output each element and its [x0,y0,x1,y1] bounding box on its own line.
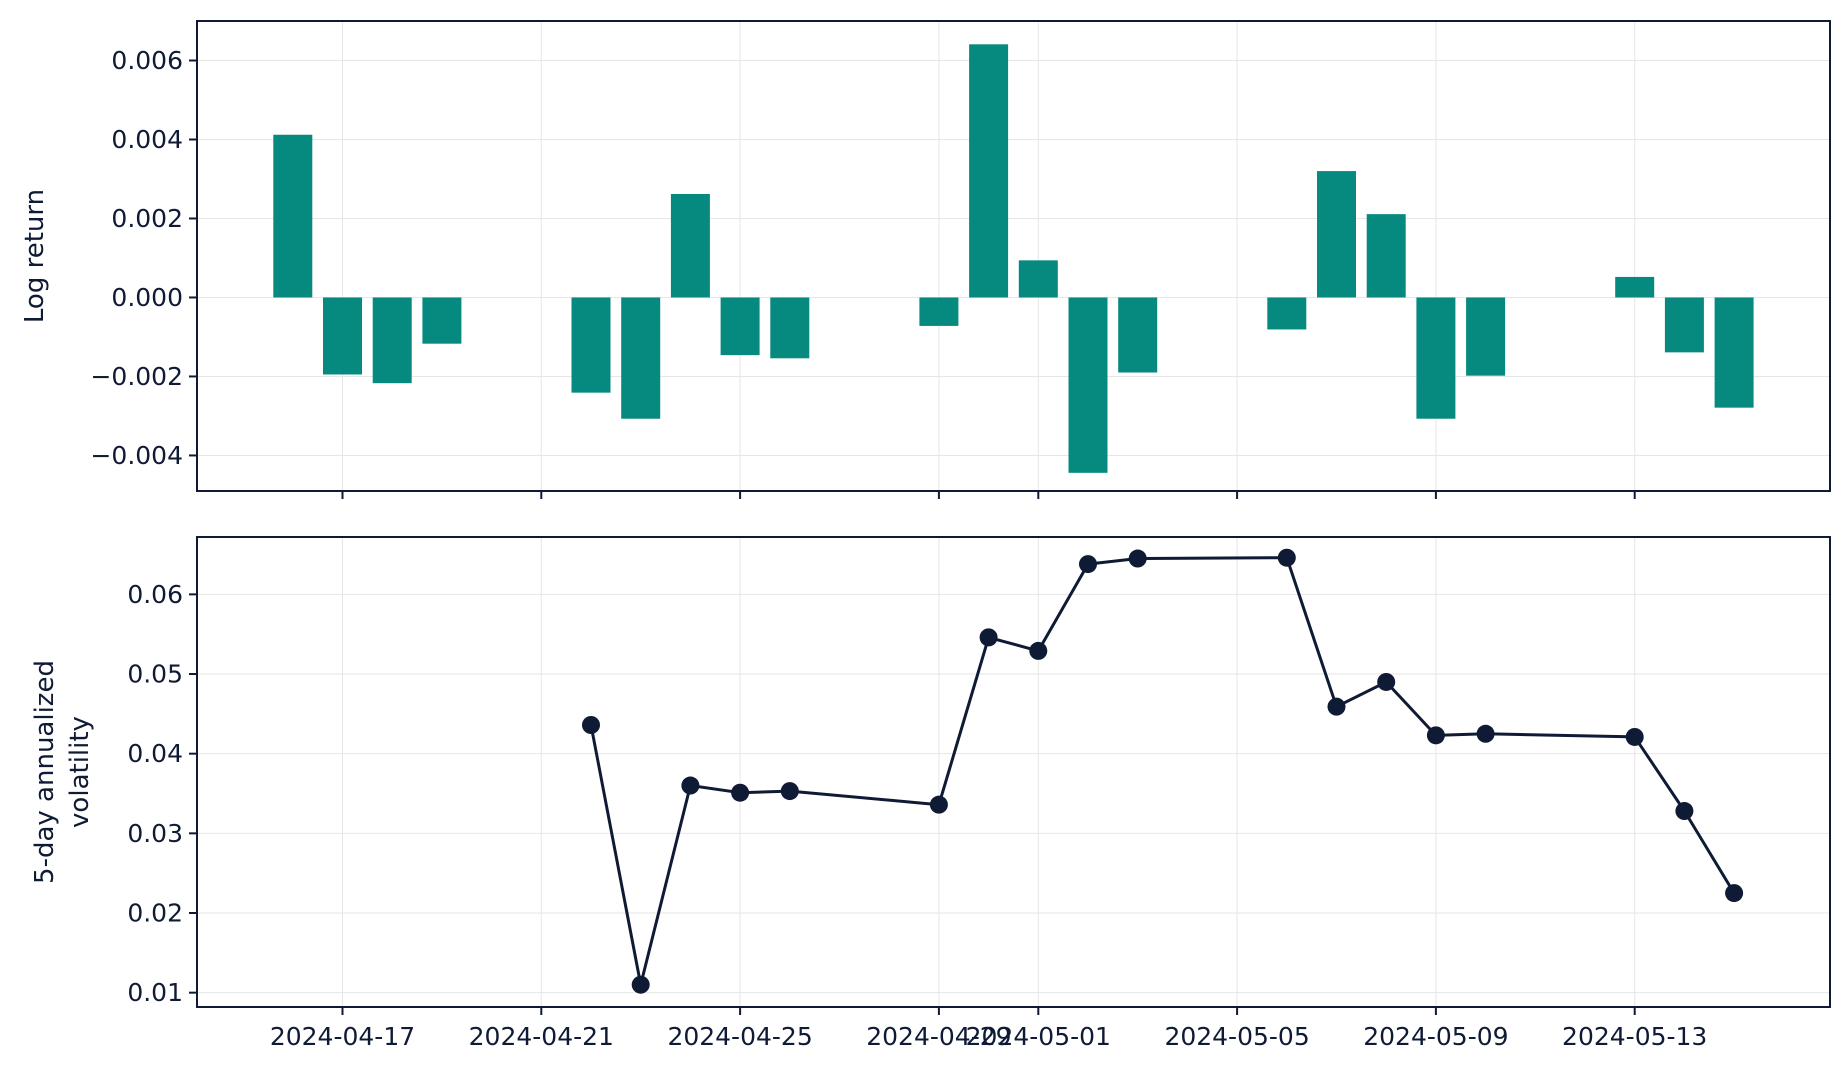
plot-frame [196,20,1831,492]
point-2024-04-23 [631,975,650,994]
point-2024-04-25 [731,783,750,802]
bar-2024-04-26 [770,297,810,359]
y-tick-label: −0.002 [90,362,183,391]
y-axis-label: Log return [20,189,50,323]
y-axis-label: volatility [65,716,95,828]
y-tick-label: 0.02 [127,899,183,928]
bar-2024-04-17 [323,297,362,375]
y-tick-label: 0.004 [111,125,183,154]
x-tick-label: 2024-04-21 [469,1022,614,1051]
point-2024-04-30 [979,628,998,647]
y-tick-label: 0.01 [127,978,183,1007]
bar-2024-04-24 [670,193,710,298]
bar-2024-05-14 [1664,297,1704,353]
bar-2024-04-25 [720,297,760,356]
bar-2024-04-22 [571,297,611,393]
point-2024-05-08 [1377,672,1396,691]
point-2024-05-01 [1029,641,1048,660]
bar-2024-05-01 [1018,260,1058,298]
plot-frame [196,536,1831,1008]
point-2024-04-22 [582,716,600,734]
bar-2024-05-10 [1466,297,1506,376]
y-tick-label: −0.004 [90,441,183,470]
y-tick-label: 0.06 [127,580,183,609]
point-2024-05-06 [1277,548,1296,567]
y-axis-label: 5-day annualized [30,660,60,884]
y-tick-label: 0.002 [111,204,183,233]
point-2024-05-07 [1327,697,1346,716]
point-2024-05-13 [1625,727,1644,746]
point-2024-04-29 [929,795,948,814]
x-tick-label: 2024-04-25 [667,1022,812,1051]
y-tick-label: 0.006 [111,46,183,75]
point-2024-04-24 [681,776,700,795]
y-tick-label: 0.04 [127,739,183,768]
x-tick-label: 2024-05-13 [1562,1022,1707,1051]
bar-2024-05-02 [1068,297,1108,473]
bar-2024-04-30 [969,44,1009,298]
bar-2024-05-08 [1366,214,1406,298]
point-2024-05-02 [1079,555,1097,574]
x-tick-label: 2024-05-01 [966,1022,1111,1051]
bar-2024-05-07 [1317,171,1356,298]
bar-2024-05-03 [1118,297,1158,373]
bar-2024-04-18 [372,297,412,384]
point-2024-05-10 [1476,724,1495,743]
x-tick-label: 2024-04-29 [866,1022,1011,1051]
bar-2024-04-29 [919,297,959,326]
y-tick-label: 0.05 [127,660,183,689]
point-2024-05-15 [1725,884,1744,903]
y-tick-label: 0.03 [127,819,183,848]
point-2024-05-03 [1128,549,1147,568]
y-tick-label: 0.000 [111,283,183,312]
bar-2024-05-09 [1416,297,1456,419]
x-tick-label: 2024-04-17 [270,1022,415,1051]
point-2024-05-09 [1426,726,1445,745]
bar-2024-05-06 [1267,297,1307,330]
x-tick-label: 2024-05-09 [1363,1022,1508,1051]
bar-2024-04-23 [621,297,661,419]
x-tick-label: 2024-05-05 [1164,1022,1309,1051]
bar-2024-04-19 [422,297,462,344]
point-2024-04-26 [780,782,799,801]
point-2024-05-14 [1675,802,1694,821]
bar-2024-05-13 [1615,276,1655,298]
bar-2024-05-15 [1714,297,1754,408]
bar-2024-04-16 [273,134,313,298]
